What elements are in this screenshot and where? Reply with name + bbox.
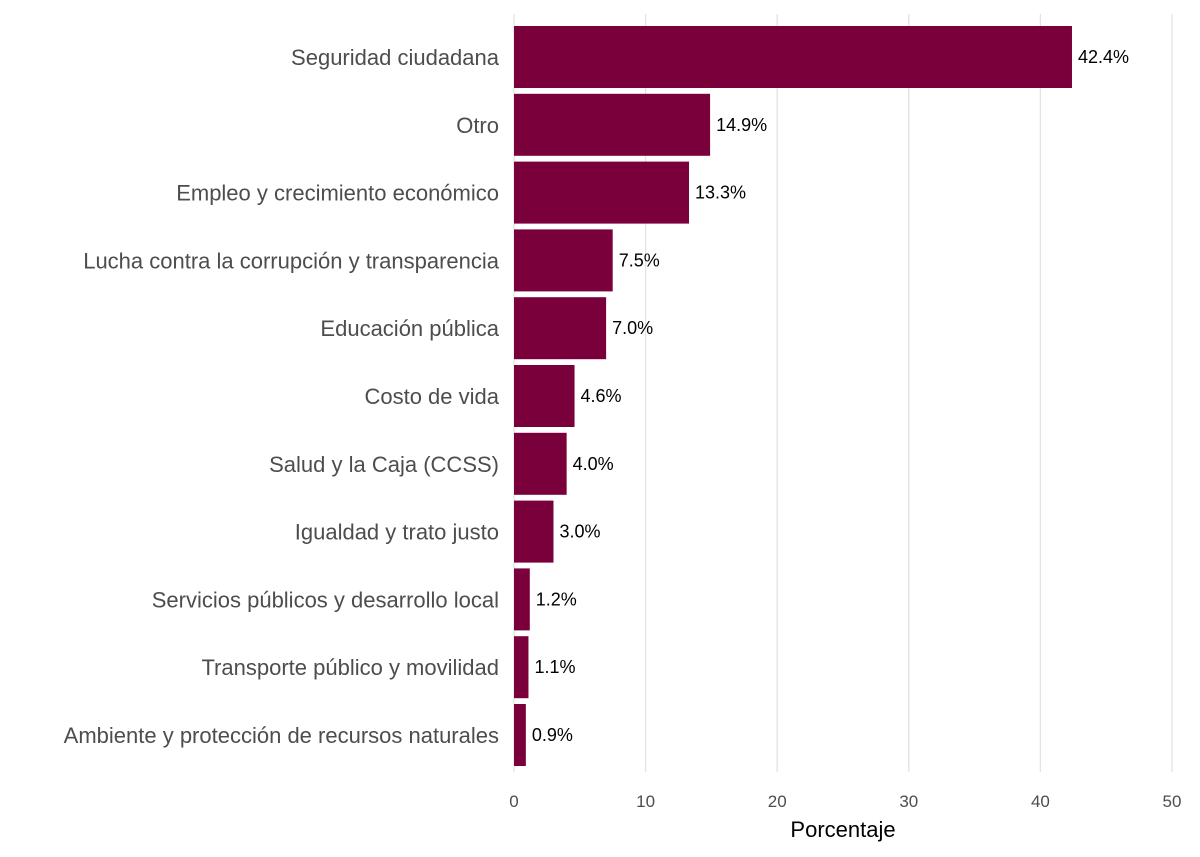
bar-7 [514,432,567,495]
x-tick-label-10: 10 [636,792,655,811]
value-label-11: 0.9% [532,725,573,745]
value-label-9: 1.2% [536,589,577,609]
x-tick-label-50: 50 [1163,792,1182,811]
bar-3 [514,161,690,224]
bar-1 [514,26,1072,88]
x-tick-label-0: 0 [509,792,518,811]
bar-9 [514,568,530,631]
category-label-9: Servicios públicos y desarrollo local [152,587,499,612]
bar-6 [514,365,575,427]
category-label-4: Lucha contra la corrupción y transparenc… [83,248,500,273]
value-label-1: 42.4% [1078,47,1129,67]
bar-11 [514,704,526,766]
x-axis-ticks: 0 10 20 30 40 50 [509,792,1181,811]
value-label-6: 4.6% [581,386,622,406]
x-axis-title: Porcentaje [790,817,895,842]
x-tick-label-20: 20 [768,792,787,811]
value-label-3: 13.3% [695,183,746,203]
category-label-2: Otro [456,113,499,138]
category-label-8: Igualdad y trato justo [295,520,499,545]
x-tick-label-40: 40 [1031,792,1050,811]
value-label-7: 4.0% [573,454,614,474]
value-labels: 42.4% 14.9% 13.3% 7.5% 7.0% 4.6% 4.0% 3.0% 1.2% 1… [532,47,1129,745]
bar-8 [514,500,554,563]
value-label-2: 14.9% [716,115,767,135]
category-labels: Seguridad ciudadana Otro Empleo y crecimie… [64,45,500,748]
category-label-10: Transporte público y movilidad [201,655,499,680]
category-label-11: Ambiente y protección de recursos natura… [64,723,499,748]
value-label-8: 3.0% [559,522,600,542]
bars [514,26,1072,766]
bar-5 [514,297,607,360]
bar-2 [514,93,711,156]
x-tick-label-30: 30 [899,792,918,811]
value-label-5: 7.0% [612,318,653,338]
value-label-4: 7.5% [619,250,660,270]
category-label-1: Seguridad ciudadana [291,45,500,70]
bar-10 [514,636,529,699]
value-label-10: 1.1% [534,657,575,677]
category-label-5: Educación pública [320,316,499,341]
category-label-6: Costo de vida [364,384,499,409]
category-label-3: Empleo y crecimiento económico [176,181,499,206]
bar-4 [514,229,613,292]
category-label-7: Salud y la Caja (CCSS) [269,452,499,477]
